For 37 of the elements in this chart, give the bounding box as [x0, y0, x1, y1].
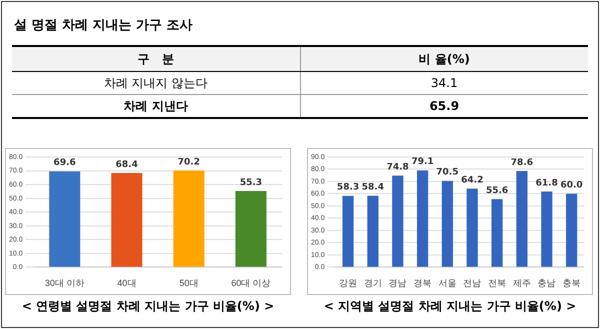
- x-tick-label: 60대 이상: [231, 278, 271, 288]
- data-label: 55.3: [240, 178, 262, 188]
- data-label: 65.9: [300, 94, 588, 118]
- x-tick-label: 경북: [414, 278, 432, 288]
- data-label: 64.2: [461, 175, 484, 186]
- text: < 연령별 설명절 차례 지내는 가구 비율(%) >: [20, 298, 276, 315]
- data-label: 55.6: [486, 186, 508, 196]
- data-label: 58.3: [336, 182, 360, 193]
- x-tick-label: 충남: [538, 278, 556, 288]
- x-tick-label: 전남: [463, 278, 482, 288]
- data-label: 74.8: [386, 162, 409, 172]
- text: 구 분: [12, 46, 300, 72]
- x-tick-label: 강원: [339, 278, 358, 288]
- x-tick-label: 30대 이하: [44, 278, 84, 288]
- data-label: 79.1: [411, 157, 434, 168]
- data-label: 70.5: [436, 168, 459, 178]
- x-tick-label: 충북: [562, 278, 581, 288]
- category-label: 차례 지낸다: [12, 94, 300, 118]
- data-label: 58.4: [362, 182, 384, 193]
- data-label: 34.1: [300, 72, 588, 94]
- text: 비 율(%): [300, 46, 588, 72]
- data-label: 70.2: [178, 157, 200, 168]
- x-tick-label: 40대: [117, 278, 136, 288]
- x-tick-label: 제주: [512, 278, 531, 288]
- text: 설 명절 차례 지내는 가구 조사: [14, 17, 193, 34]
- x-tick-label: 50대: [179, 278, 198, 288]
- text: < 지역별 설명절 차례 지내는 가구 비율(%) >: [322, 298, 578, 315]
- x-tick-label: 경기: [364, 278, 382, 288]
- x-tick-label: 서울: [438, 278, 456, 288]
- x-tick-label: 전북: [488, 278, 506, 288]
- data-label: 68.4: [116, 160, 138, 170]
- data-label: 69.6: [54, 158, 76, 168]
- data-label: 61.8: [536, 178, 558, 188]
- data-label: 78.6: [510, 158, 534, 168]
- category-label: 차례 지내지 않는다: [12, 72, 300, 94]
- data-label: 60.0: [560, 180, 583, 191]
- x-tick-label: 경남: [388, 278, 407, 288]
